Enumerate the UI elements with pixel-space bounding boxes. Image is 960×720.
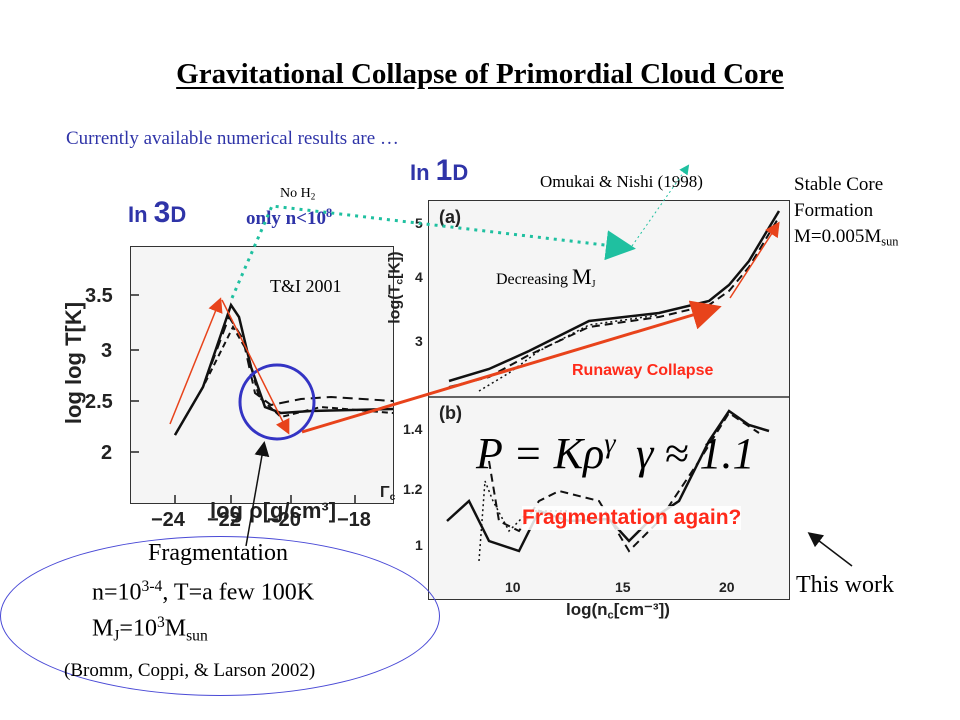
stable-core-sun: sun <box>881 234 899 249</box>
mj-msun-m: M <box>164 615 187 642</box>
ylabel-1d-a-sub: c <box>394 278 406 285</box>
stable-core-line3: M=0.005Msun <box>794 224 898 255</box>
label-1d-d: D <box>452 160 469 185</box>
no-h2-sub: 2 <box>310 191 316 202</box>
equation-gamma: γ ≈ 1.1 <box>636 429 755 478</box>
label-stable-core: Stable Core Formation M=0.005Msun <box>794 172 898 255</box>
plot-1d: (a) (b) 5 4 3 1.4 1.2 1 10 15 20 <box>403 200 790 600</box>
mj-eq: =10 <box>119 615 157 642</box>
fragmentation-mj: MJ=103Msun <box>92 614 208 645</box>
plot-1d-curves <box>429 210 789 562</box>
ytick-1d-a-3: 3 <box>415 333 423 349</box>
no-h2-text: No H <box>280 186 311 201</box>
xtick-3d-22: −22 <box>207 509 241 531</box>
label-1d-prefix: In <box>410 160 436 185</box>
label-this-work: This work <box>796 572 894 598</box>
ytick-1d-b-1: 1 <box>415 537 423 553</box>
label-3d: In 3D <box>128 196 186 230</box>
ylabel-1d-a-rest: [K]) <box>386 251 404 279</box>
label-only-n: only n<108 <box>246 206 332 230</box>
mj-m: M <box>92 615 114 642</box>
xlabel-1d-rest: [cm⁻³]) <box>613 600 670 619</box>
xtick-1d-20: 20 <box>719 579 735 595</box>
ylabel-1d-a-text: log(T <box>386 284 404 324</box>
subtitle-text: Currently available numerical results ar… <box>66 128 399 149</box>
ytick-1d-a-4: 4 <box>415 269 423 285</box>
label-1d: In 1D <box>410 154 468 188</box>
xtick-1d-15: 15 <box>615 579 631 595</box>
equation-polytrope: P = Kργ <box>476 428 616 479</box>
fragmentation-ellipse <box>0 536 440 696</box>
ylabel-3d: log log T[K] <box>61 301 86 425</box>
label-omukai: Omukai & Nishi (1998) <box>540 172 703 191</box>
equation-left: P = Kρ <box>476 429 605 478</box>
fragmentation-ref: (Bromm, Coppi, & Larson 2002) <box>64 660 316 681</box>
label-ti2001: T&I 2001 <box>270 276 342 296</box>
xlabel-3d: log ρ[g/cm³] <box>210 498 337 523</box>
ylabel-1d-b-sub: c <box>389 492 396 504</box>
stable-core-line2: Formation <box>794 200 874 221</box>
label-1d-num: 1 <box>435 154 453 187</box>
panel-b-label: (b) <box>439 403 462 423</box>
fragmentation-n-exp: 3-4 <box>141 578 163 595</box>
ylabel-1d-b-text: Γ <box>380 484 390 501</box>
label-3d-num: 3 <box>153 196 171 229</box>
label-decreasing: Decreasing MJ <box>496 264 596 290</box>
mj-sub: J <box>113 627 120 645</box>
arrow-this-work <box>807 532 853 567</box>
label-runaway: Runaway Collapse <box>572 362 714 379</box>
stable-core-mass: M=0.005M <box>794 226 882 247</box>
xtick-3d-24: −24 <box>151 509 185 531</box>
label-fragmentation-again: Fragmentation again? <box>522 506 742 530</box>
stable-core-line1: Stable Core <box>794 174 884 195</box>
mj-exp: 3 <box>156 614 165 631</box>
fragmentation-n-text: n=10 <box>92 579 142 606</box>
label-3d-prefix: In <box>128 202 154 227</box>
label-no-h2: No H2 <box>280 186 315 202</box>
xlabel-1d-text: log(n <box>566 600 608 619</box>
xlabel-1d-sub: c <box>607 609 614 622</box>
ytick-1d-b-12: 1.2 <box>403 481 423 497</box>
fragmentation-n-rest: , T=a few 100K <box>162 579 315 606</box>
ytick-3d-25: 2.5 <box>85 391 113 413</box>
fragmentation-n: n=103-4, T=a few 100K <box>92 578 314 607</box>
only-n-exp: 8 <box>326 206 333 220</box>
ytick-1d-b-14: 1.4 <box>403 421 423 437</box>
decreasing-text: Decreasing <box>496 271 572 288</box>
ytick-3d-2: 2 <box>101 442 113 464</box>
xtick-3d-20: −20 <box>267 509 301 531</box>
ylabel-1d-a: log(Tc[K]) <box>386 228 405 348</box>
xlabel-1d: log(nc[cm⁻³]) <box>566 600 670 621</box>
fragmentation-title: Fragmentation <box>148 540 288 566</box>
plot-3d: 3.5 3 2.5 2 −24 −22 −20 −18 <box>85 246 394 531</box>
label-3d-d: D <box>170 202 187 227</box>
ytick-1d-a-5: 5 <box>415 215 423 231</box>
ytick-3d-3: 3 <box>101 340 113 362</box>
only-n-text: only n<10 <box>246 207 326 229</box>
panel-a-label: (a) <box>439 207 461 227</box>
xtick-3d-18: −18 <box>337 509 371 531</box>
decreasing-m: M <box>571 264 592 289</box>
ylabel-1d-b: Γc <box>380 484 395 503</box>
plot-3d-curves <box>131 294 393 503</box>
xtick-1d-10: 10 <box>505 579 521 595</box>
ytick-3d-35: 3.5 <box>85 285 113 307</box>
page-title: Gravitational Collapse of Primordial Clo… <box>176 58 784 90</box>
mj-msun-sub: sun <box>186 627 208 645</box>
decreasing-sub: J <box>591 279 596 291</box>
equation-left-exp: γ <box>604 428 616 460</box>
